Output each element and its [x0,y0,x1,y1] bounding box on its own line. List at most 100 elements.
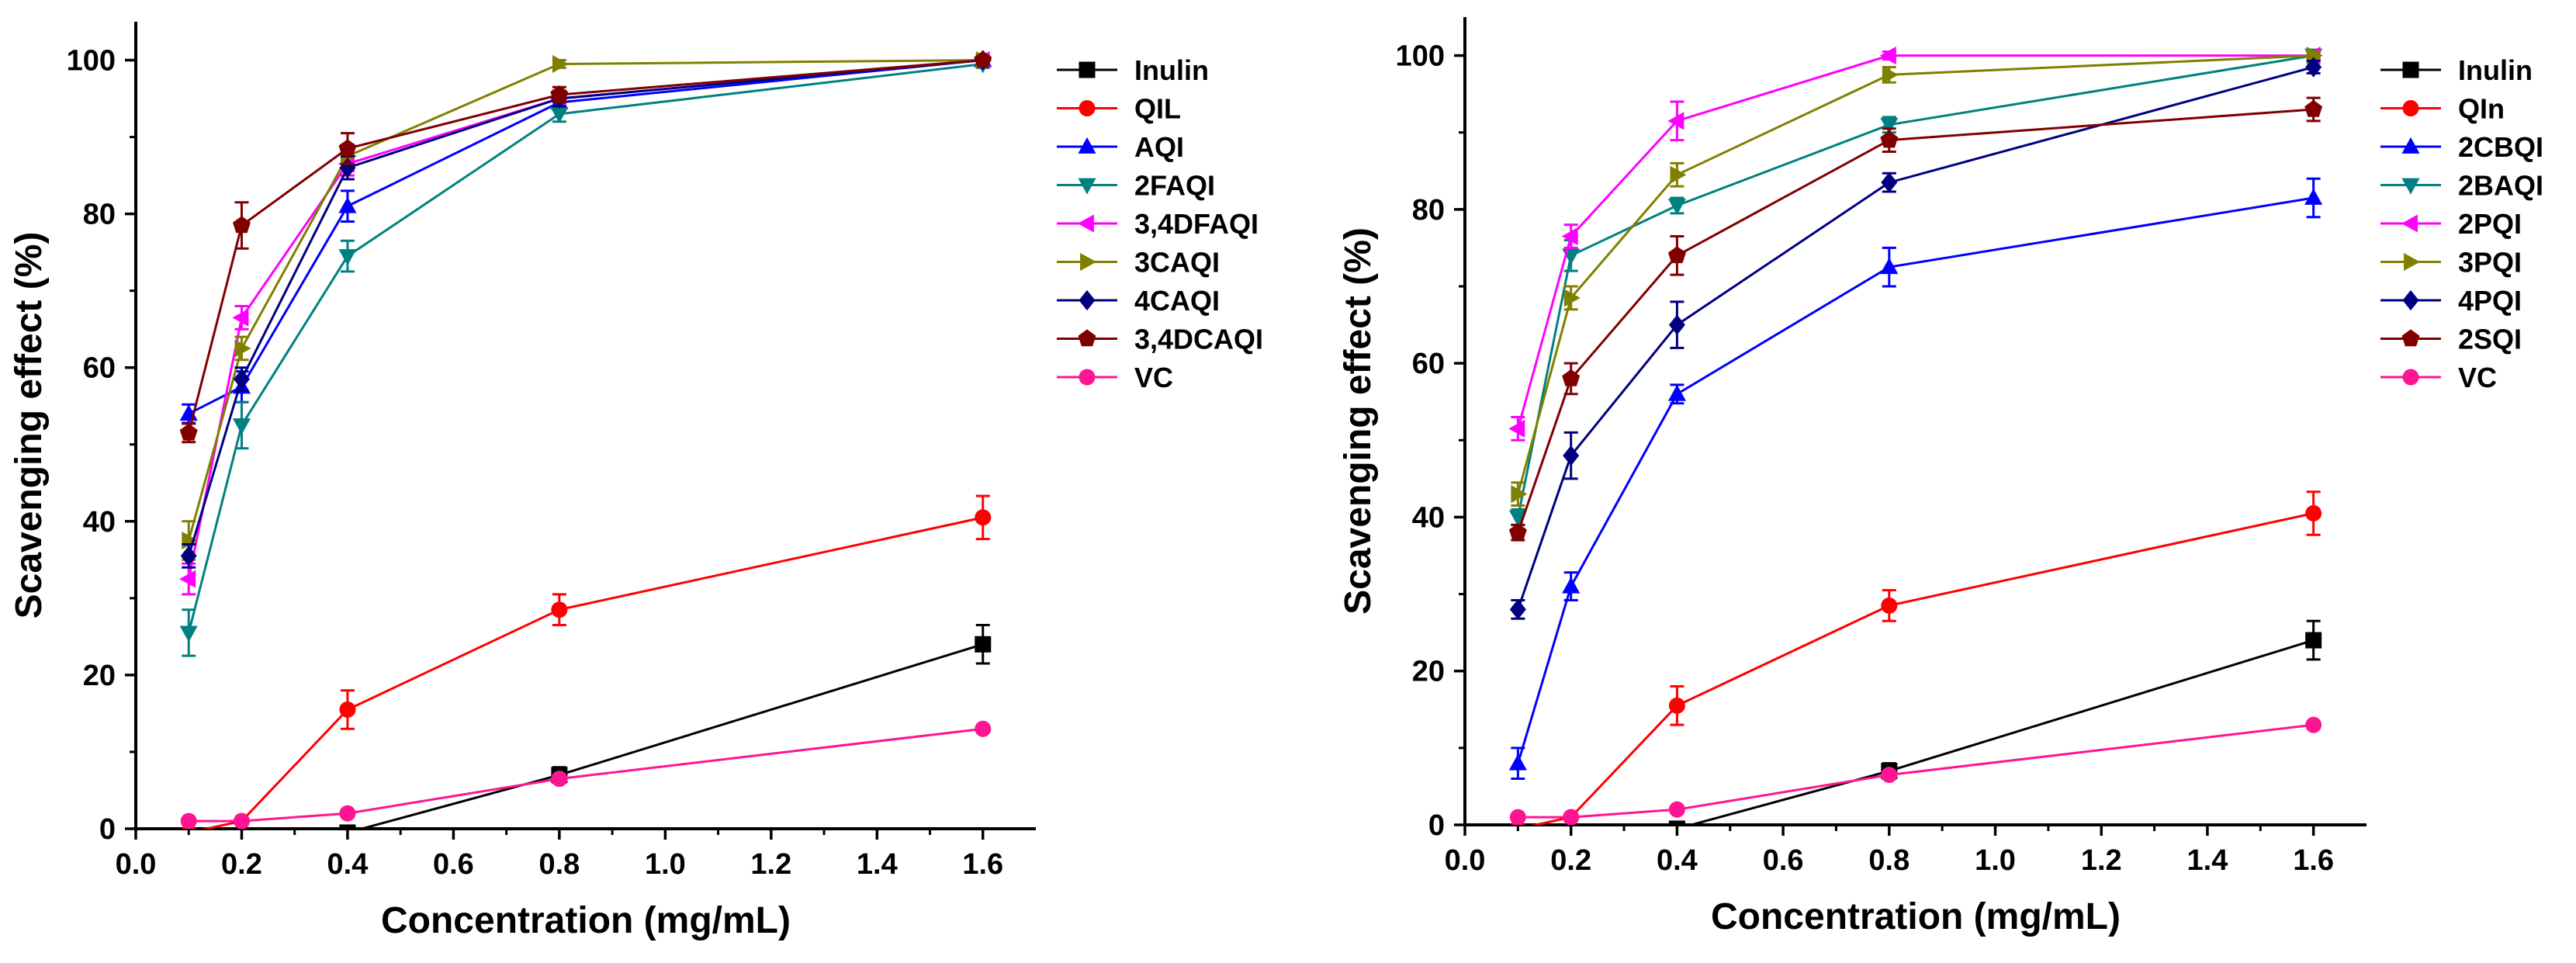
data-point [232,216,251,234]
legend-label: Inulin [2458,54,2533,86]
series-line [201,516,984,829]
x-tick-label: 0.4 [327,848,369,881]
series-line [1530,512,2314,825]
data-point [338,139,357,157]
legend-item-inulin: Inulin [1057,54,1209,86]
x-tick-label: 0.6 [1763,844,1804,877]
series-line [187,59,983,556]
series-4pqi [1509,57,2322,620]
legend-label: Inulin [1134,54,1209,86]
x-tick-label: 0.2 [221,848,262,881]
data-point [339,701,356,718]
legend: Inulin QIL AQI 2FAQI 3,4DFAQI 3CAQI 4CAQI 3,4DC… [1057,54,1263,393]
series-aqi [179,50,992,424]
legend-marker [2401,329,2420,347]
data-point [1509,809,1526,825]
plot-area [179,50,992,829]
legend-item-aqi: AQI [1057,131,1184,163]
y-tick-label: 100 [1396,40,1445,73]
legend-label: 2CBQI [2458,131,2543,163]
legend-item-2pqi: 2PQI [2380,208,2522,240]
y-tick-label: 100 [67,45,116,78]
x-tick-label: 1.4 [2187,844,2228,877]
axes: 0.0 0.2 0.4 0.6 0.8 1.0 1.2 1.4 1.6 0 20 40 60 80 100 C… [1338,17,2367,937]
data-point [1668,801,1685,818]
series-vc [180,720,992,829]
legend-marker [1078,329,1096,347]
x-tick-label: 0.0 [1445,844,1486,877]
data-point [2305,632,2322,649]
data-point [232,418,251,435]
data-point [339,805,356,822]
x-tick-label: 1.6 [2293,844,2334,877]
data-point [1880,258,1899,275]
legend-item-3-4dfaqi: 3,4DFAQI [1057,208,1259,240]
legend-item-2faqi: 2FAQI [1057,170,1215,202]
data-point [550,106,569,123]
legend-label: VC [2458,362,2497,393]
legend-label: 2SQI [2458,324,2522,355]
series-line [189,727,983,823]
legend-item-qin: QIn [2380,93,2505,125]
data-point [1508,510,1527,527]
legend-label: AQI [1134,131,1184,163]
series-2cbqi [1508,177,2323,781]
series-3caqi [182,50,992,561]
legend-marker [1077,214,1094,233]
x-tick-label: 0.6 [433,848,474,881]
data-point [179,423,198,441]
legend-marker [1080,252,1097,272]
y-tick-label: 60 [83,352,116,385]
data-point [2304,99,2323,117]
data-point [1880,117,1899,134]
x-tick-label: 0.8 [1868,844,1909,877]
data-point [1562,369,1581,386]
legend-item-4pqi: 4PQI [2380,285,2522,317]
legend-marker [1079,61,1096,78]
y-tick-label: 20 [83,660,116,692]
data-point [1562,577,1581,594]
y-axis-title: Scavenging effect (%) [9,232,50,619]
data-point [338,196,357,213]
series-line [187,59,983,541]
data-point [234,339,251,358]
x-tick-label: 0.0 [116,848,157,881]
legend-label: 2BAQI [2458,170,2543,202]
data-point [1881,597,1898,614]
legend-item-2sqi: 2SQI [2380,324,2522,355]
data-point [1667,112,1684,130]
legend-item-vc: VC [2380,362,2497,393]
x-tick-label: 0.8 [538,848,580,881]
data-point [1563,289,1581,307]
series-qin [1511,490,2322,825]
legend-label: 3,4DCAQI [1134,324,1263,355]
data-point [1668,820,1685,825]
data-point [1667,384,1686,401]
legend-label: QIn [2458,93,2505,125]
y-tick-label: 20 [1412,656,1445,688]
series-vc [1509,716,2322,825]
data-point [551,771,568,788]
x-axis-title: Concentration (mg/mL) [381,900,791,941]
x-tick-label: 0.2 [1550,844,1591,877]
data-point [2305,57,2322,78]
series-line [1516,196,2314,764]
legend-marker [2402,369,2419,386]
data-point [1881,172,1898,193]
data-point [1508,419,1525,438]
data-point [551,601,568,618]
data-point [1511,485,1528,504]
data-point [550,85,569,102]
legend-marker [2401,137,2420,154]
legend-item-2baqi: 2BAQI [2380,170,2543,202]
legend-marker [2404,252,2421,272]
legend-marker [2401,214,2418,233]
axes: 0.0 0.2 0.4 0.6 0.8 1.0 1.2 1.4 1.6 0 20 40 60 80 100 C… [9,22,1036,941]
data-point [975,509,992,526]
data-point [339,824,356,829]
series-2pqi [1508,47,2321,442]
series-4caqi [180,50,992,569]
legend-label: 3,4DFAQI [1134,208,1259,240]
data-point [179,570,196,588]
y-tick-label: 0 [1428,809,1445,842]
